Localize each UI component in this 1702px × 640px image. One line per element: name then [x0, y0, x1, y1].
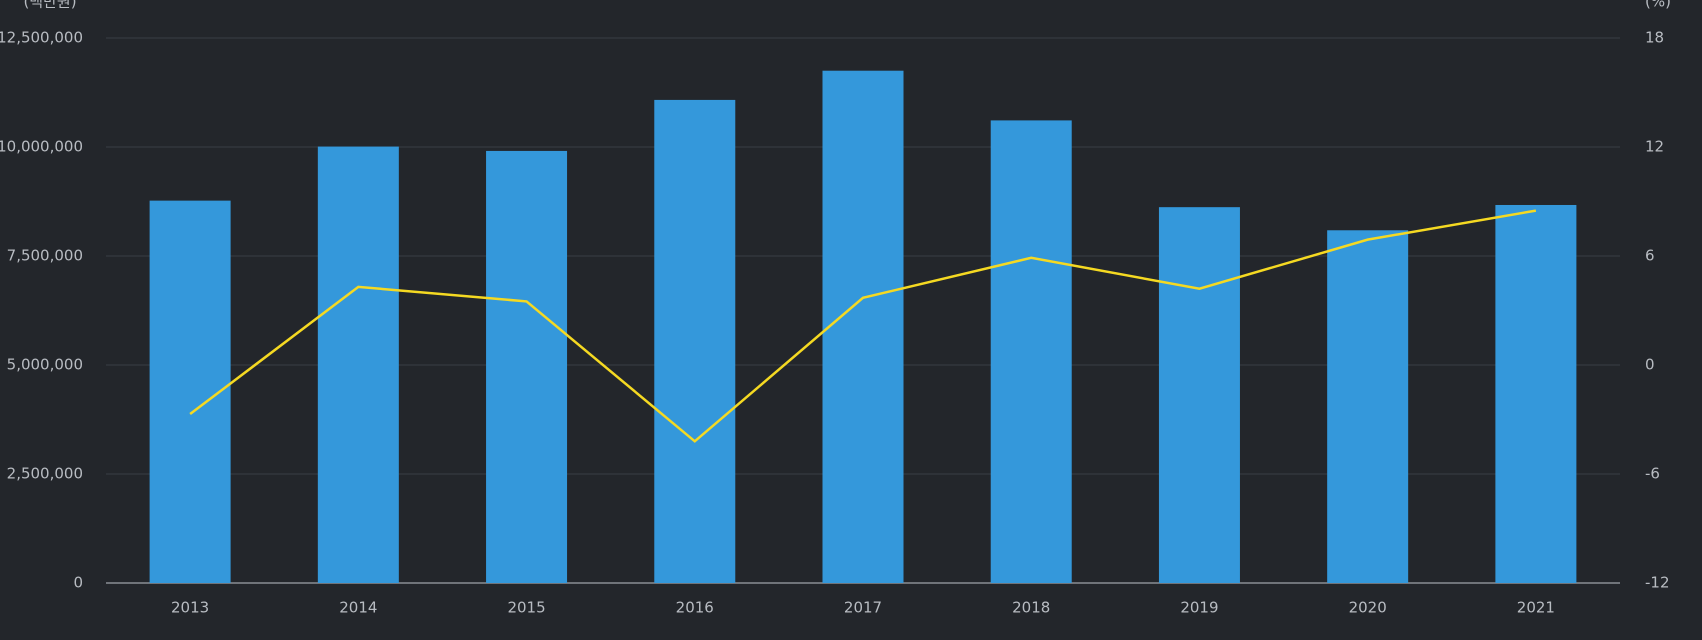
bar	[990, 120, 1072, 584]
y-tick-label: 7,500,000	[7, 247, 83, 265]
y-tick-label: 5,000,000	[7, 356, 83, 374]
y2-tick-label: -6	[1645, 465, 1660, 483]
bar	[1158, 207, 1240, 583]
bar	[1327, 230, 1409, 583]
y-tick-label: 0	[73, 574, 83, 592]
x-tick-label: 2013	[171, 599, 209, 617]
bar	[822, 70, 904, 583]
y2-tick-label: 18	[1645, 29, 1664, 47]
x-tick-label: 2019	[1180, 599, 1218, 617]
x-tick-label: 2017	[844, 599, 882, 617]
x-tick-label: 2015	[507, 599, 545, 617]
bar	[317, 146, 399, 583]
bar	[654, 99, 736, 584]
bar	[486, 150, 568, 583]
x-tick-label: 2020	[1349, 599, 1387, 617]
bar	[1495, 204, 1577, 583]
x-tick-label: 2018	[1012, 599, 1050, 617]
y2-tick-label: 12	[1645, 138, 1664, 156]
y-tick-label: 12,500,000	[0, 29, 83, 47]
y2-tick-label: 0	[1645, 356, 1655, 374]
y2-axis-unit: (%)	[1645, 0, 1671, 11]
y-axis-unit: (백만원)	[23, 0, 76, 11]
y2-tick-label: 6	[1645, 247, 1655, 265]
y-tick-label: 10,000,000	[0, 138, 83, 156]
y2-tick-label: -12	[1645, 574, 1670, 592]
x-tick-label: 2014	[339, 599, 377, 617]
bar	[149, 200, 231, 584]
x-tick-label: 2021	[1517, 599, 1555, 617]
y-tick-label: 2,500,000	[7, 465, 83, 483]
x-tick-label: 2016	[676, 599, 714, 617]
line	[189, 209, 1537, 443]
